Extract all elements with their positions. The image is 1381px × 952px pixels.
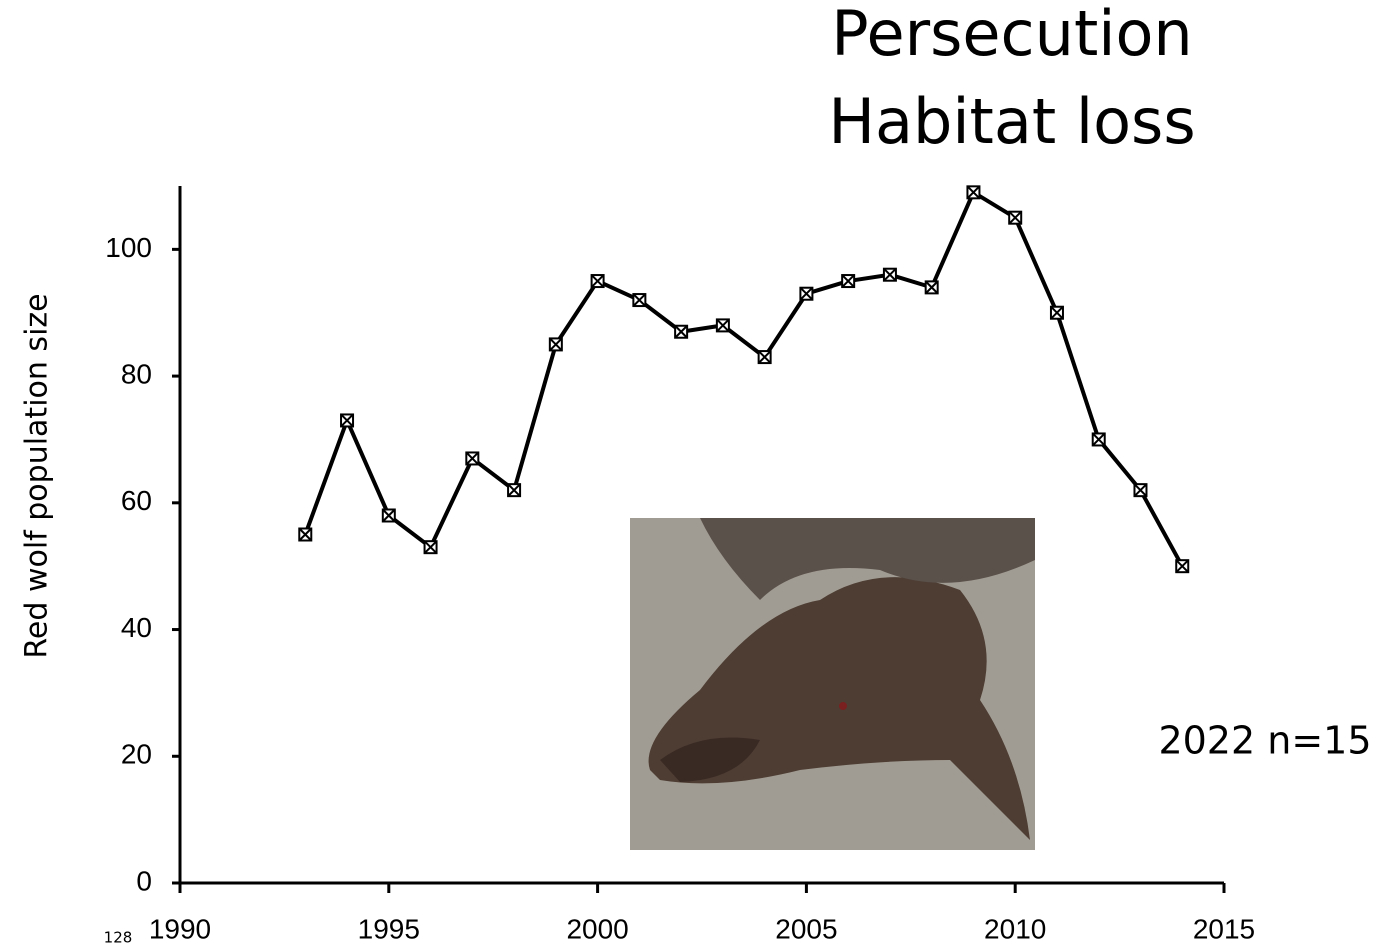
data-point [1176,560,1188,572]
data-point [759,351,771,363]
data-point [550,338,562,350]
data-point [926,281,938,293]
data-point [1093,433,1105,445]
data-point [425,541,437,553]
x-tick-label: 2000 [566,913,628,944]
slide-number: 128 [104,929,133,947]
data-point [1134,484,1146,496]
y-tick-label: 60 [121,485,152,516]
x-tick-label: 2015 [1193,913,1255,944]
x-tick-label: 1990 [149,913,211,944]
x-tick-label: 1995 [358,913,420,944]
chart: Persecution Habitat loss Red wolf popula… [0,0,1381,952]
data-point [842,275,854,287]
y-tick-label: 40 [121,612,152,643]
photo [630,518,1035,850]
title-line: Persecution [831,0,1192,70]
x-tick-label: 2010 [984,913,1046,944]
y-tick-label: 80 [121,358,152,389]
annotation: 2022 n=15 [1158,719,1371,763]
data-point [884,269,896,281]
data-point [341,414,353,426]
y-axis-label: Red wolf population size [20,293,55,658]
data-point [299,529,311,541]
data-point [717,319,729,331]
data-point [1051,307,1063,319]
data-point [967,186,979,198]
data-line [305,192,1182,566]
data-point [800,288,812,300]
y-tick-label: 100 [105,232,152,263]
data-point [633,294,645,306]
data-point [508,484,520,496]
data-point [466,452,478,464]
y-tick-label: 20 [121,739,152,770]
data-point [1009,212,1021,224]
y-tick-label: 0 [136,865,152,896]
data-point [592,275,604,287]
data-point [383,509,395,521]
x-tick-label: 2005 [775,913,837,944]
data-point [675,326,687,338]
title-line: Habitat loss [828,85,1195,158]
